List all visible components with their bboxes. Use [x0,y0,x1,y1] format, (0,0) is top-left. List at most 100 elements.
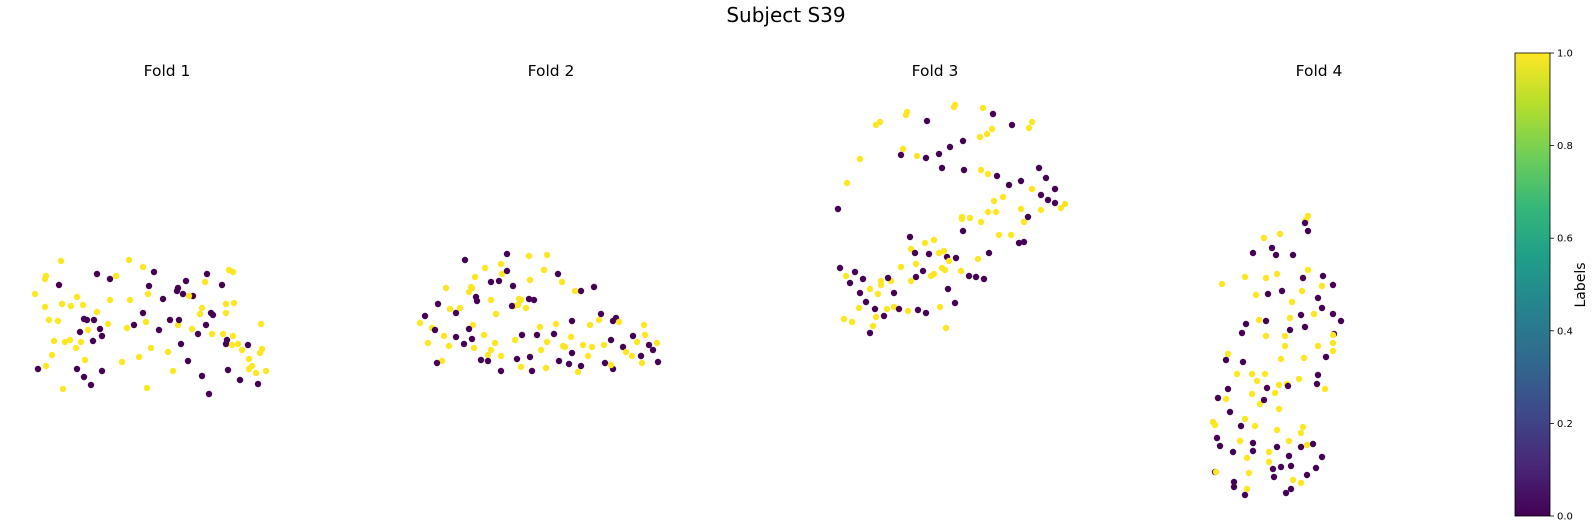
scatter-point [525,252,533,260]
scatter-point [1061,200,1069,208]
scatter-point [1273,426,1281,434]
scatter-point [1255,316,1263,324]
scatter-point [130,321,138,329]
scatter-point [1212,468,1220,476]
scatter-point [218,281,226,289]
scatter-point [856,289,864,297]
scatter-point [904,307,912,315]
scatter-point [73,365,81,373]
scatter-point [104,320,112,328]
colorbar-tick-label: 0.6 [1557,234,1573,245]
scatter-point [173,287,181,295]
scatter-point [923,117,931,125]
scatter-point [1241,491,1249,499]
scatter-point [491,339,499,347]
scatter-point [144,290,152,298]
scatter-point [999,193,1007,201]
scatter-point [1287,485,1295,493]
scatter-point [219,330,227,338]
scatter-point [1321,385,1329,393]
scatter-point [93,308,101,316]
scatter-point [984,170,992,178]
scatter-point [1044,196,1052,204]
scatter-point [528,367,536,375]
scatter-point [653,339,661,347]
scatter-point [1252,291,1260,299]
scatter-point [79,301,87,309]
scatter-point [525,295,533,303]
scatter-point [927,272,935,280]
scatter-point [988,125,996,133]
scatter-point [228,341,236,349]
scatter-point [98,332,106,340]
scatter-point [67,302,75,310]
scatter-point [543,251,551,259]
scatter-point [177,340,185,348]
scatter-point [542,364,550,372]
scatter-point [622,348,630,356]
scatter-point [87,381,95,389]
colorbar-gradient [1514,52,1551,517]
scatter-point [1028,118,1036,126]
scatter-point [198,304,206,312]
scatter-point [198,372,206,380]
scatter-point [34,365,42,373]
scatter-point [416,319,424,327]
scatter-point [1222,395,1230,403]
scatter-point [1025,124,1033,132]
scatter-point [31,290,39,298]
scatter-point [1020,238,1028,246]
scatter-point [588,343,596,351]
scatter-point [208,330,216,338]
scatter-point [637,352,645,360]
scatter-point [112,272,120,280]
scatter-point [568,317,576,325]
scatter-point [595,316,603,324]
scatter-point [584,352,592,360]
scatter-point [930,236,938,244]
scatter-point [1300,354,1308,362]
scatter-point [1318,282,1326,290]
scatter-point [577,362,585,370]
scatter-point [984,208,992,216]
scatter-point [495,277,503,285]
scatter-point [1238,329,1246,337]
scatter-point [469,321,477,329]
scatter-point [1329,339,1337,347]
scatter-point [433,359,441,367]
scatter-points [31,256,270,398]
scatter-point [959,227,967,235]
scatter-point [498,270,506,278]
figure-title: Subject S39 [726,3,845,27]
scatter-point [912,260,920,268]
scatter-point [511,336,519,344]
scatter-point [238,346,246,354]
scatter-point [913,152,921,160]
scatter-point [1248,370,1256,378]
scatter-point [558,278,566,286]
scatter-point [976,133,984,141]
scatter-point [912,273,920,281]
scatter-point [1239,358,1247,366]
scatter-point [1264,290,1272,298]
scatter-point [1248,390,1256,398]
scatter-point [1249,249,1257,257]
scatter-point [509,282,517,290]
scatter-points [834,101,1069,337]
scatter-point [638,359,646,367]
scatter-point [568,349,576,357]
scatter-point [497,352,505,360]
scatter-point [431,326,439,334]
scatter-point [619,343,627,351]
scatter-point [230,299,238,307]
scatter-point [579,341,587,349]
colorbar-tick-label: 0.2 [1557,419,1573,430]
scatter-point [1318,453,1326,461]
scatter-point [880,312,888,320]
scatter-point [508,302,516,310]
scatter-point [597,310,605,318]
scatter-point [554,270,562,278]
scatter-point [106,275,114,283]
scatter-point [1314,342,1322,350]
scatter-point [159,295,167,303]
